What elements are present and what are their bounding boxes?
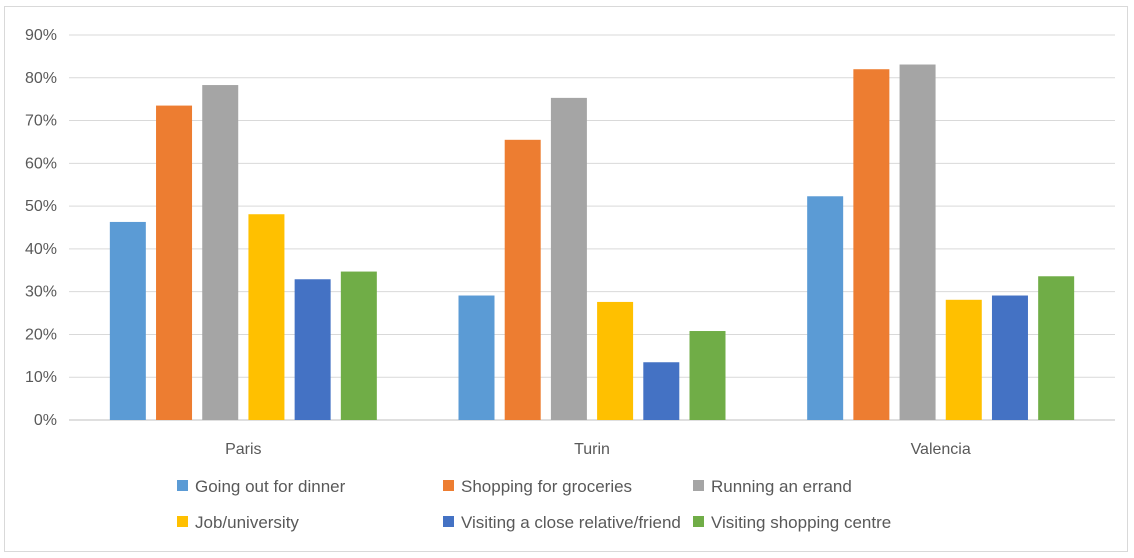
x-category-label: Paris [225,441,261,458]
bar-turin-shopping-for-groceries [504,139,541,421]
legend-swatch [443,516,454,527]
y-tick-label: 50% [25,198,57,215]
y-tick-label: 70% [25,113,57,130]
bar-turin-job-university [597,301,634,420]
legend-label: Going out for dinner [195,477,346,496]
bar-chart: 0% 10% 20% 30% 40% 50% 60% 70% 80% 90% Paris Turin… [25,27,1115,532]
bar-valencia-visiting-shopping-centre [1038,276,1075,420]
y-tick-label: 40% [25,241,57,258]
y-axis-ticks: 0% 10% 20% 30% 40% 50% 60% 70% 80% 90% [25,27,57,429]
bar-valencia-shopping-for-groceries [853,69,890,420]
bar-turin-visiting-shopping-centre [689,331,726,420]
bar-paris-visiting-a-close-relative-friend [294,279,331,420]
bar-valencia-job-university [945,299,982,420]
bar-valencia-visiting-a-close-relative-friend [991,295,1028,420]
bar-paris-going-out-for-dinner [109,221,146,420]
bars [109,64,1075,421]
legend-label: Visiting a close relative/friend [461,513,681,532]
bar-paris-shopping-for-groceries [156,105,193,420]
y-tick-label: 20% [25,326,57,343]
chart-frame: 0% 10% 20% 30% 40% 50% 60% 70% 80% 90% Paris Turin… [4,6,1128,552]
bar-paris-visiting-shopping-centre [340,271,377,420]
legend-swatch [693,480,704,491]
legend-label: Running an errand [711,477,852,496]
y-tick-label: 10% [25,369,57,386]
y-tick-label: 60% [25,155,57,172]
gridlines [69,34,1115,421]
legend-label: Job/university [195,513,299,532]
legend: Going out for dinner Shopping for groceri… [177,477,891,532]
legend-swatch [177,516,188,527]
x-category-label: Valencia [911,441,971,458]
x-axis-categories: Paris Turin Valencia [225,441,971,458]
y-tick-label: 90% [25,27,57,44]
bar-valencia-going-out-for-dinner [807,196,844,420]
y-tick-label: 80% [25,70,57,87]
bar-paris-running-an-errand [202,85,239,421]
bar-turin-running-an-errand [550,97,587,420]
x-category-label: Turin [574,441,610,458]
bar-turin-visiting-a-close-relative-friend [643,362,680,420]
legend-swatch [177,480,188,491]
legend-label: Shopping for groceries [461,477,632,496]
bar-valencia-running-an-errand [899,64,936,420]
y-tick-label: 0% [34,412,57,429]
legend-swatch [693,516,704,527]
bar-turin-going-out-for-dinner [458,295,495,420]
y-tick-label: 30% [25,284,57,301]
legend-swatch [443,480,454,491]
bar-paris-job-university [248,214,285,420]
legend-label: Visiting shopping centre [711,513,891,532]
